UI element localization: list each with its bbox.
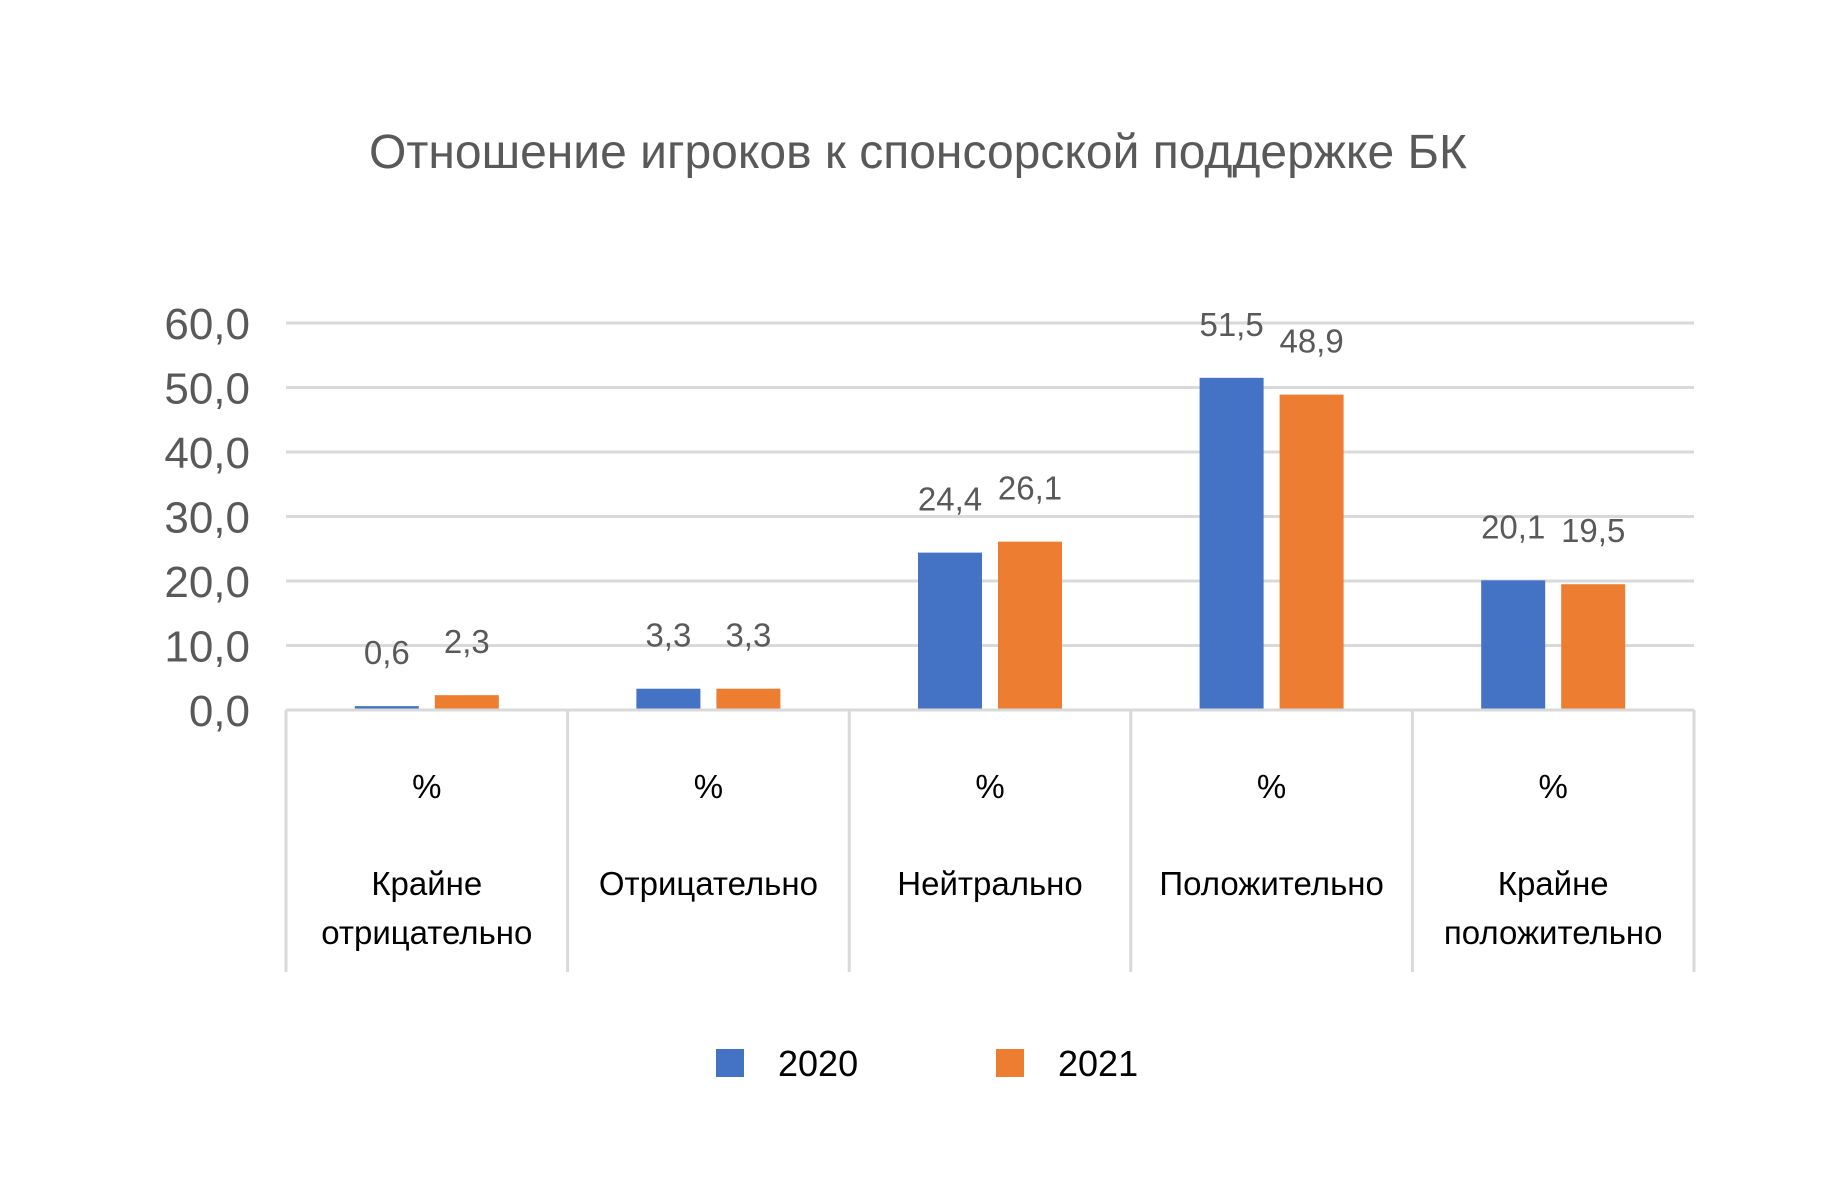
legend-swatch — [996, 1049, 1024, 1077]
bar — [434, 695, 499, 710]
data-label: 26,1 — [998, 470, 1062, 507]
bar — [918, 552, 982, 710]
category-label: Крайне — [1498, 865, 1609, 902]
category-label: положительно — [1444, 914, 1663, 951]
data-label: 48,9 — [1279, 323, 1343, 360]
x-axis: % Крайне отрицательно% Отрицательно% Нейтрал… — [284, 708, 1696, 972]
legend-label: 2021 — [1058, 1043, 1138, 1084]
category-unit: % — [412, 768, 441, 805]
bar — [998, 541, 1062, 710]
chart-title: Отношение игроков к спонсорской поддержк… — [369, 126, 1467, 179]
legend-label: 2020 — [778, 1043, 858, 1084]
data-label: 3,3 — [645, 617, 691, 654]
bar — [636, 688, 701, 710]
data-label: 51,5 — [1199, 306, 1263, 343]
y-tick-label: 20,0 — [164, 558, 250, 607]
data-label: 3,3 — [725, 617, 771, 654]
bar — [1279, 394, 1344, 710]
category-unit: % — [1539, 768, 1568, 805]
category-label: Положительно — [1159, 865, 1384, 902]
category-label: Отрицательно — [599, 865, 818, 902]
bars — [354, 377, 1626, 710]
y-tick-label: 40,0 — [164, 429, 250, 478]
y-tick-label: 10,0 — [164, 623, 250, 672]
y-tick-label: 60,0 — [164, 300, 250, 349]
bar — [1199, 377, 1264, 710]
y-tick-label: 50,0 — [164, 365, 250, 414]
data-label: 0,6 — [364, 634, 410, 671]
bar — [716, 688, 781, 710]
data-labels: 0,6 2,3 3,3 3,3 24,4 26,1 51,5 48,9 20,1 19,5 — [364, 306, 1625, 671]
data-label: 20,1 — [1481, 508, 1545, 545]
y-axis: 0,0 10,0 20,0 30,0 40,0 50,0 60,0 — [164, 300, 250, 736]
bar — [1481, 580, 1546, 710]
gridlines — [286, 321, 1694, 647]
category-unit: % — [694, 768, 723, 805]
y-tick-label: 30,0 — [164, 494, 250, 543]
legend: 2020 2021 — [716, 1043, 1138, 1084]
data-label: 2,3 — [444, 623, 490, 660]
data-label: 24,4 — [918, 481, 982, 518]
bar — [1561, 584, 1626, 710]
category-label: Нейтрально — [897, 865, 1082, 902]
y-tick-label: 0,0 — [189, 687, 250, 736]
data-label: 19,5 — [1561, 512, 1625, 549]
category-unit: % — [1257, 768, 1286, 805]
bar — [354, 706, 419, 710]
legend-swatch — [716, 1049, 744, 1077]
category-unit: % — [975, 768, 1004, 805]
category-label: Крайне — [371, 865, 482, 902]
category-label: отрицательно — [321, 914, 532, 951]
